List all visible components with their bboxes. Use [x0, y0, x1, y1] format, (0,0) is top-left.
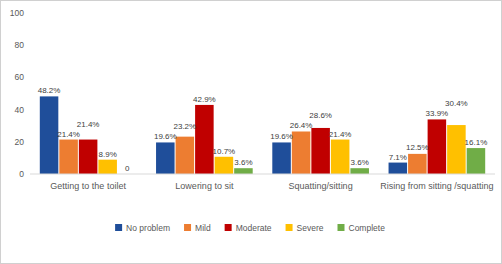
data-label: 3.6% [351, 158, 369, 167]
y-tick-label: 100 [10, 8, 24, 18]
chart: 02040608010048.2%21.4%21.4%8.9%019.6%23.… [0, 0, 502, 264]
bar [59, 140, 78, 174]
bar [311, 128, 330, 174]
bar [79, 140, 98, 174]
legend-swatch [338, 224, 345, 231]
bar [447, 125, 466, 174]
y-tick-label: 80 [15, 40, 25, 50]
legend-label: Moderate [236, 223, 272, 233]
legend-swatch [225, 224, 232, 231]
data-label: 30.4% [445, 99, 468, 108]
bar [408, 154, 427, 174]
bar [272, 142, 291, 174]
data-label: 23.2% [174, 122, 197, 131]
bar [40, 96, 59, 174]
bar [389, 163, 408, 174]
bar [195, 105, 214, 174]
legend-swatch [184, 224, 191, 231]
bar [98, 160, 117, 174]
data-label: 48.2% [38, 86, 61, 95]
bar [467, 148, 486, 174]
bar [215, 157, 234, 174]
bar [234, 168, 253, 174]
data-label: 3.6% [234, 158, 252, 167]
y-tick-label: 40 [15, 105, 25, 115]
bars [40, 96, 485, 174]
bar [292, 131, 311, 174]
data-label: 26.4% [290, 121, 313, 130]
bar [350, 168, 369, 174]
data-label: 19.6% [270, 132, 293, 141]
category-label: Squatting/sitting [289, 181, 353, 191]
data-label: 42.9% [193, 95, 216, 104]
legend: No problem Mild Moderate Severe Complete [115, 223, 385, 233]
data-label: 21.4% [77, 120, 100, 129]
legend-label: Complete [349, 223, 386, 233]
bar [176, 137, 195, 174]
legend-swatch [115, 224, 122, 231]
legend-swatch [286, 224, 293, 231]
legend-label: Severe [297, 223, 324, 233]
bar [428, 119, 447, 174]
data-labels: 48.2%21.4%21.4%8.9%019.6%23.2%42.9%10.7%… [38, 86, 488, 173]
bar [331, 140, 350, 174]
legend-label: Mild [195, 223, 211, 233]
data-label: 10.7% [213, 147, 236, 156]
data-label: 12.5% [406, 143, 429, 152]
frame [1, 1, 502, 264]
data-label: 16.1% [465, 138, 488, 147]
data-label: 28.6% [309, 111, 332, 120]
y-tick-label: 0 [19, 169, 24, 179]
x-axis-line [30, 174, 495, 175]
data-label: 7.1% [389, 153, 407, 162]
category-label: Lowering to sit [175, 181, 234, 191]
category-label: Getting to the toilet [50, 181, 126, 191]
data-label: 8.9% [99, 150, 117, 159]
data-label: 0 [125, 164, 130, 173]
data-label: 33.9% [426, 109, 449, 118]
data-label: 21.4% [57, 130, 80, 139]
data-label: 19.6% [154, 132, 177, 141]
y-tick-label: 20 [15, 137, 25, 147]
category-label: Rising from sitting /squatting [380, 181, 493, 191]
legend-label: No problem [126, 223, 170, 233]
bar [156, 142, 175, 174]
y-tick-label: 60 [15, 72, 25, 82]
data-label: 21.4% [329, 130, 352, 139]
